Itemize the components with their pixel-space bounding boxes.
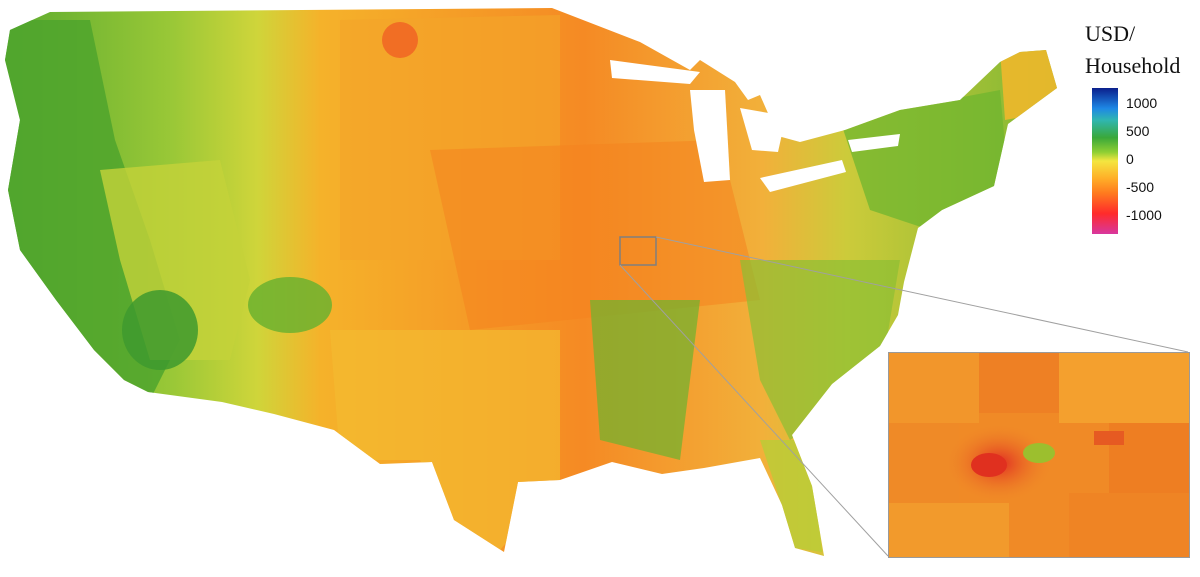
inset-map: [889, 353, 1189, 557]
inset-cell: [1069, 493, 1189, 557]
lake-michigan: [690, 90, 730, 182]
inset-cell: [1059, 353, 1189, 423]
maine-region: [1000, 50, 1057, 120]
carolinas-region: [740, 260, 900, 440]
legend-tick-0: 0: [1126, 151, 1134, 167]
lake-superior: [610, 60, 700, 84]
inset-connector-bottom: [619, 264, 889, 557]
inset-hotspot-core: [971, 453, 1007, 477]
legend-title: USD/ Household: [1085, 18, 1195, 82]
midwest-region: [430, 140, 760, 330]
inset-cell: [889, 503, 1009, 557]
inset-cell: [1094, 431, 1124, 445]
legend-tick-minus-1000: -1000: [1126, 207, 1162, 223]
legend-title-line1: USD/: [1085, 21, 1136, 46]
legend-title-line2: Household: [1085, 53, 1181, 78]
legend-tick-500: 500: [1126, 123, 1150, 139]
lake-ontario: [848, 134, 900, 152]
northeast-region: [840, 90, 1010, 230]
inset-cell: [889, 353, 979, 423]
socal-region: [122, 290, 198, 370]
inset-cell: [979, 353, 1059, 413]
inset-zoom-panel: [888, 352, 1190, 558]
florida-region: [760, 440, 822, 552]
legend-tick-minus-500: -500: [1126, 179, 1155, 195]
texas-region: [330, 330, 560, 550]
regional-patches: [5, 15, 1057, 552]
mississippi-delta-region: [590, 300, 700, 460]
north-dakota-hotspot: [382, 22, 418, 58]
legend-colorbar: [1092, 88, 1118, 234]
lake-huron: [740, 108, 786, 152]
four-corners-region: [248, 277, 332, 333]
lake-erie: [760, 160, 846, 192]
inset-selection-box: [619, 236, 657, 266]
legend-tick-1000: 1000: [1126, 95, 1158, 111]
inset-center-area: [1023, 443, 1055, 463]
inset-connector-top: [655, 236, 1189, 353]
